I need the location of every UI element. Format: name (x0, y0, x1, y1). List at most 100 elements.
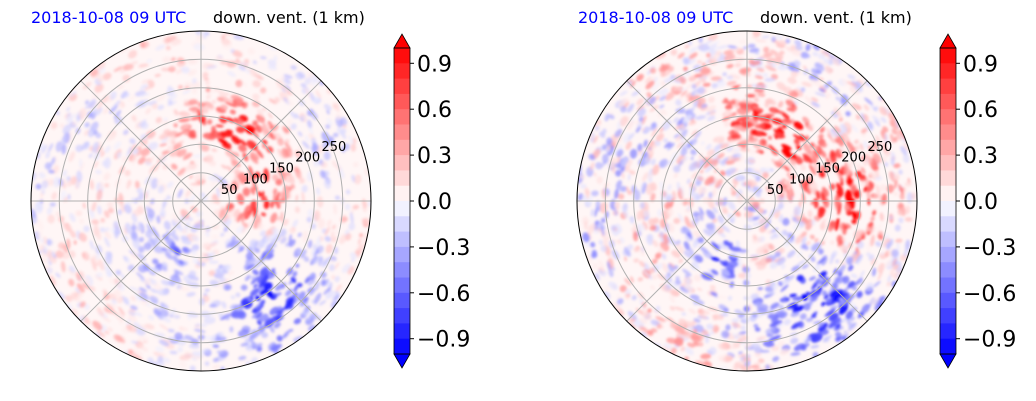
field-cell (155, 345, 165, 353)
field-cell (815, 190, 821, 200)
field-cell (676, 181, 681, 192)
field-cell (183, 152, 192, 160)
radial-tick-label: 250 (867, 140, 892, 155)
field-cell (641, 115, 647, 125)
field-cell (205, 31, 210, 36)
field-cell (777, 100, 784, 108)
field-cell (889, 119, 894, 128)
field-cell (217, 138, 229, 145)
field-cell (780, 178, 786, 184)
field-cell (614, 128, 623, 138)
field-cell (621, 165, 626, 173)
field-cell (713, 136, 725, 143)
field-cell (68, 151, 76, 162)
field-cell (110, 95, 115, 100)
field-cell (651, 82, 661, 91)
field-cell (889, 268, 895, 277)
field-cell (95, 169, 102, 175)
field-cell (835, 96, 841, 101)
field-cell (790, 311, 800, 317)
field-cell (839, 298, 846, 306)
field-cell (251, 100, 261, 108)
field-cell (727, 155, 735, 161)
field-cell (245, 68, 251, 74)
field-cell (722, 197, 728, 207)
field-cell (232, 50, 243, 58)
field-cell (160, 265, 168, 272)
field-cell (761, 35, 770, 39)
field-cell (886, 281, 891, 287)
field-cell (221, 37, 230, 46)
field-cell (589, 162, 595, 171)
field-cell (667, 222, 675, 233)
field-cell (596, 176, 603, 184)
field-cell (161, 136, 169, 144)
field-cell (162, 357, 171, 363)
field-cell (681, 312, 687, 316)
field-cell (138, 287, 147, 293)
field-cell (126, 324, 133, 331)
field-cell (709, 227, 716, 235)
field-cell (297, 232, 302, 238)
field-cell (41, 180, 49, 189)
field-cell (770, 302, 780, 310)
field-cell (863, 140, 868, 149)
field-cell (580, 183, 587, 189)
colorbar-level (940, 185, 956, 202)
field-cell (835, 331, 842, 339)
field-cell (195, 31, 202, 36)
colorbar-level (394, 185, 410, 202)
field-cell (251, 312, 261, 319)
field-cell (176, 148, 187, 158)
field-cell (721, 161, 727, 166)
field-cell (829, 135, 836, 144)
field-cell (702, 250, 713, 259)
colorbar-level (940, 323, 956, 340)
field-cell (252, 93, 260, 101)
field-cell (759, 138, 767, 147)
field-cell (817, 60, 829, 66)
field-cell (675, 99, 682, 107)
field-cell (624, 246, 631, 257)
field-cell (350, 257, 355, 263)
field-cell (764, 64, 773, 68)
field-cell (283, 330, 290, 339)
field-cell (235, 79, 243, 88)
field-cell (701, 309, 711, 315)
field-cell (236, 97, 244, 105)
field-cell (742, 279, 750, 287)
field-cell (780, 284, 789, 292)
field-cell (128, 310, 136, 317)
field-cell (787, 76, 797, 85)
field-cell (811, 101, 820, 108)
field-cell (42, 248, 47, 255)
field-cell (786, 99, 794, 107)
field-cell (112, 100, 121, 110)
field-cell (51, 191, 57, 201)
field-cell (290, 123, 297, 130)
field-cell (748, 159, 756, 163)
colorbar-level (940, 78, 956, 95)
field-cell (122, 297, 130, 304)
colorbar-extend-min (393, 353, 411, 369)
field-cell (731, 84, 741, 89)
colorbar-level (394, 124, 410, 141)
field-cell (250, 275, 255, 280)
field-cell (722, 72, 727, 77)
field-cell (694, 130, 702, 139)
field-cell (864, 97, 874, 106)
field-cell (742, 52, 747, 56)
field-cell (250, 245, 257, 251)
field-cell (659, 88, 669, 96)
field-cell (116, 85, 125, 90)
field-cell (768, 144, 776, 153)
field-cell (657, 208, 663, 217)
field-cell (892, 258, 897, 266)
field-cell (726, 75, 734, 80)
field-cell (711, 241, 720, 251)
field-cell (215, 124, 224, 128)
field-cell (210, 181, 216, 187)
field-cell (306, 119, 313, 128)
field-cell (170, 57, 176, 62)
field-cell (220, 232, 225, 237)
